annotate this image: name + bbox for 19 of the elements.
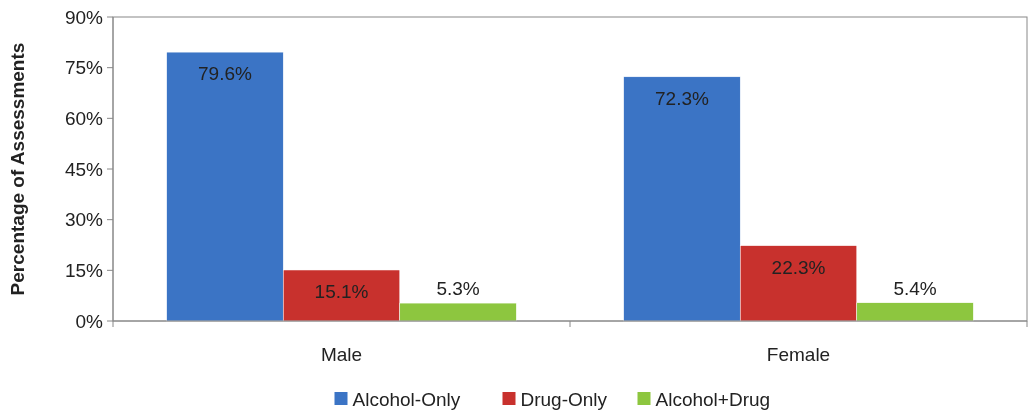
legend-label: Alcohol-Only — [352, 388, 461, 410]
data-label: 72.3% — [655, 87, 710, 109]
y-tick-label: 60% — [64, 107, 104, 129]
data-label: 79.6% — [198, 63, 253, 85]
legend-label: Alcohol+Drug — [655, 388, 771, 410]
y-tick-label: 45% — [64, 158, 104, 180]
data-label: 5.3% — [436, 278, 480, 300]
x-tick-label: Male — [320, 344, 363, 365]
y-tick-label: 30% — [64, 209, 104, 231]
x-tick-label: Female — [766, 344, 831, 365]
data-label: 22.3% — [771, 256, 826, 278]
y-tick-label: 15% — [64, 259, 104, 281]
y-tick-label: 75% — [64, 57, 104, 79]
y-tick-label: 90% — [64, 6, 104, 28]
legend-label: Drug-Only — [520, 388, 608, 410]
data-label: 15.1% — [314, 281, 369, 302]
data-label: 5.4% — [893, 277, 937, 299]
y-tick-label: 0% — [75, 310, 104, 332]
y-axis-title: Percentage of Assessments — [7, 42, 28, 296]
